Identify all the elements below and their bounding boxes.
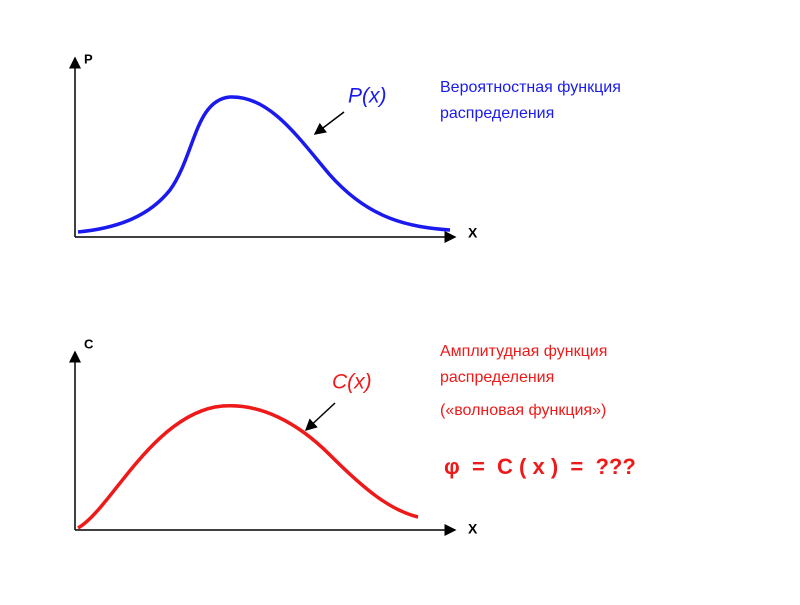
bottom-diagram: C X C(x) Амплитудная функция распределен… <box>69 336 636 537</box>
caption-line: («волновая функция») <box>440 402 606 419</box>
curve <box>77 95 451 234</box>
caption-line: распределения <box>440 369 554 386</box>
curve <box>77 404 419 530</box>
formula: φ = C ( x ) = ??? <box>444 454 636 479</box>
x-axis-label: X <box>468 521 478 537</box>
caption-line: распределения <box>440 105 554 122</box>
caption-line: Амплитудная функция <box>440 343 607 360</box>
pointer-arrow <box>304 402 336 432</box>
top-diagram: P X P(x) Вероятностная функция распредел… <box>69 51 621 243</box>
x-axis-label: X <box>468 225 478 241</box>
curve-label: C(x) <box>332 371 372 394</box>
caption-line: Вероятностная функция <box>440 79 621 96</box>
curve-label: P(x) <box>348 85 387 108</box>
y-axis-label: C <box>84 336 94 351</box>
y-axis-label: P <box>84 51 93 66</box>
pointer-arrow <box>313 111 345 135</box>
